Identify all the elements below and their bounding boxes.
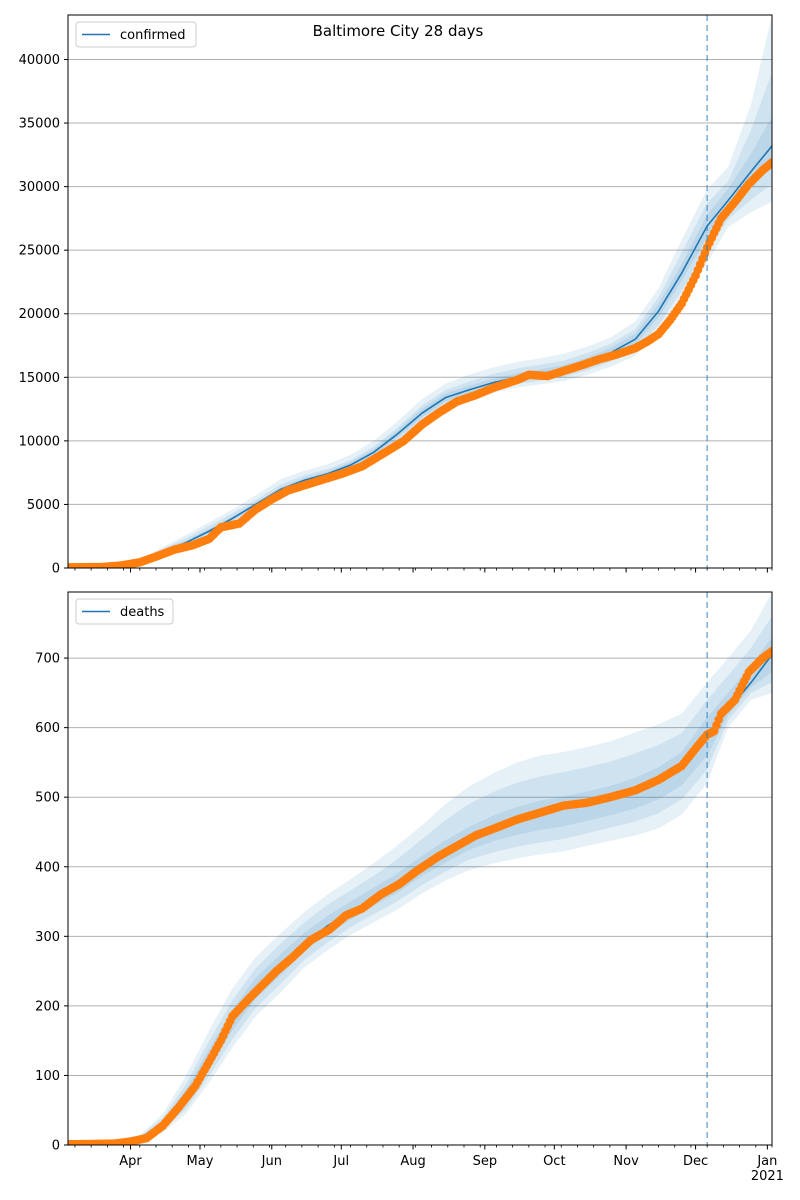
x-tick-label: Jul: [332, 1154, 349, 1169]
y-tick-label: 400: [35, 860, 60, 875]
x-tick-label: Nov: [613, 1154, 639, 1169]
y-tick-label: 35000: [19, 117, 60, 132]
y-tick-label: 500: [35, 791, 60, 806]
legend-box: [75, 21, 197, 48]
y-tick-label: 30000: [19, 180, 60, 195]
x-tick-label: Aug: [400, 1154, 425, 1169]
observed-point: [767, 646, 772, 656]
axes-frame: [67, 591, 773, 1146]
legend-label: confirmed: [120, 28, 186, 43]
y-tick-label: 40000: [19, 53, 60, 68]
uncertainty-band: [68, 616, 772, 1145]
x-tick-label: Jun: [261, 1154, 282, 1169]
y-tick-label: 0: [52, 562, 60, 577]
y-tick-label: 700: [35, 652, 60, 667]
y-tick-label: 25000: [19, 244, 60, 259]
plot-area: [68, 15, 772, 568]
x-tick-label: Apr: [119, 1154, 142, 1169]
deaths-panel: 0 100 200 300 400 500 600 700 Apr May Jun Jul Aug Sep…: [35, 591, 784, 1184]
chart-title: Baltimore City 28 days: [313, 22, 484, 40]
x-tick-label: 2021: [751, 1169, 784, 1184]
legend: deaths: [75, 598, 174, 625]
plot-area: [68, 592, 772, 1145]
y-tick-label: 300: [35, 930, 60, 945]
observed-point: [767, 158, 772, 167]
y-tick-label: 15000: [19, 371, 60, 386]
legend-box: [75, 598, 174, 625]
y-tick-label: 100: [35, 1069, 60, 1084]
y-tick-label: 10000: [19, 434, 60, 449]
confirmed-panel: 0 5000 10000 15000 20000 25000 30000 35000 40000…: [19, 14, 773, 577]
x-tick-label: Sep: [473, 1154, 498, 1169]
y-tick-label: 200: [35, 999, 60, 1014]
axes-frame: [67, 14, 773, 569]
y-tick-label: 5000: [27, 498, 60, 513]
x-tick-label: May: [187, 1154, 214, 1169]
y-tick-label: 20000: [19, 307, 60, 322]
model-line: [68, 145, 772, 568]
x-tick-label: Jan: [756, 1154, 777, 1169]
legend: confirmed: [75, 21, 197, 48]
x-tick-label: Dec: [683, 1154, 708, 1169]
x-tick-label: Oct: [543, 1154, 565, 1169]
y-tick-label: 600: [35, 721, 60, 736]
legend-label: deaths: [120, 605, 165, 620]
y-tick-label: 0: [52, 1139, 60, 1154]
uncertainty-band: [68, 116, 772, 568]
